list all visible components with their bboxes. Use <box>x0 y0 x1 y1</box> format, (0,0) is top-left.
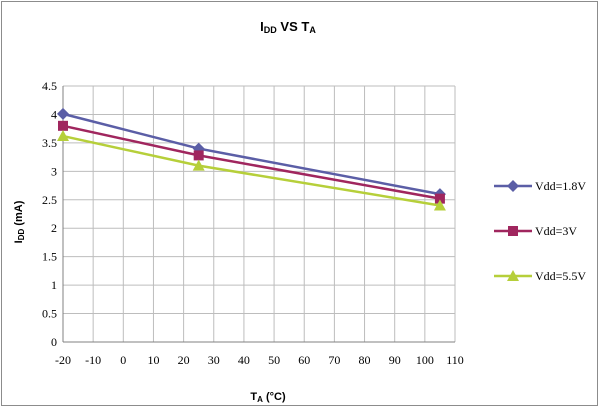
y-tick-label-8: 4 <box>51 107 57 121</box>
data-point-2-1 <box>192 159 205 171</box>
grid <box>62 85 456 343</box>
x-axis-title: TA (°C) <box>250 391 286 404</box>
x-tick-label-5: 30 <box>208 353 220 367</box>
x-tick-label-0: -20 <box>55 353 71 367</box>
x-tick-label-8: 60 <box>298 353 310 367</box>
y-tick-label-3: 1.5 <box>42 250 57 264</box>
legend-marker-2 <box>507 270 519 281</box>
data-point-1-0 <box>58 120 68 131</box>
x-tick-label-13: 110 <box>446 353 464 367</box>
x-tick-label-12: 100 <box>416 353 434 367</box>
data-point-0-0 <box>57 107 69 120</box>
x-tick-label-6: 40 <box>238 353 250 367</box>
y-tick-label-9: 4.5 <box>42 79 57 93</box>
tick-labels: -20 -10 0 10 20 30 40 50 60 70 80 90 100 110 0 0.5 1 1.5 2… <box>42 79 464 367</box>
series-group <box>57 107 446 211</box>
legend: Vdd=1.8V Vdd=3V Vdd=5.5V <box>494 179 586 283</box>
data-point-1-2 <box>434 193 445 204</box>
y-tick-label-1: 0.5 <box>42 307 57 321</box>
legend-label-0: Vdd=1.8V <box>535 179 586 193</box>
x-tick-label-4: 20 <box>178 353 190 367</box>
y-axis-title: IDD (mA) <box>13 200 26 243</box>
y-tick-label-2: 1 <box>51 278 57 292</box>
chart-title: IDD VS TA <box>260 19 316 35</box>
legend-label-1: Vdd=3V <box>535 224 577 238</box>
x-tick-label-10: 80 <box>359 353 371 367</box>
x-tick-label-3: 10 <box>147 353 159 367</box>
x-tick-label-9: 70 <box>328 353 340 367</box>
data-point-2-2 <box>433 199 446 211</box>
legend-marker-0 <box>507 180 519 192</box>
axes <box>62 86 455 343</box>
y-tick-label-6: 3 <box>51 164 57 178</box>
x-tick-label-7: 50 <box>268 353 280 367</box>
x-tick-label-2: 0 <box>120 353 126 367</box>
series-line-1 <box>62 124 441 200</box>
x-tick-label-11: 90 <box>389 353 401 367</box>
series-line-0 <box>62 112 441 196</box>
y-tick-label-0: 0 <box>51 335 57 349</box>
y-tick-label-4: 2 <box>51 221 57 235</box>
x-tick-label-1: -10 <box>85 353 101 367</box>
data-point-1-1 <box>193 150 204 161</box>
series-line-2 <box>62 134 441 207</box>
legend-marker-1 <box>508 226 518 236</box>
y-tick-label-7: 3.5 <box>42 136 57 150</box>
data-point-2-0 <box>57 130 69 142</box>
y-tick-label-5: 2.5 <box>42 193 57 207</box>
legend-label-2: Vdd=5.5V <box>535 269 586 283</box>
